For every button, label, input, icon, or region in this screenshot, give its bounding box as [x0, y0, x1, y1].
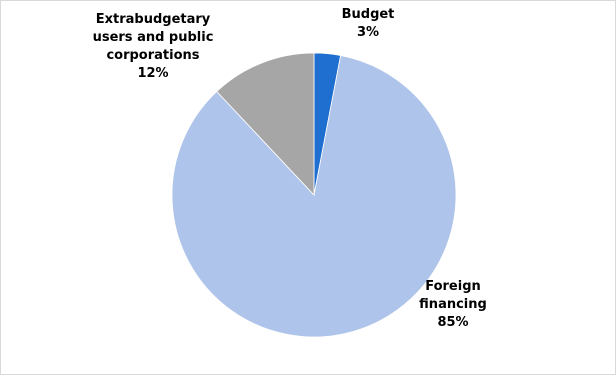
slice-name-line: Extrabudgetary: [96, 12, 211, 27]
slice-percent-label: 3%: [357, 25, 379, 40]
pie-labels: Budget 3% Foreign financing 85% Extrabudgetar…: [93, 7, 487, 330]
slice-name-line: corporations: [106, 48, 199, 63]
pie-slices: [171, 52, 457, 338]
slice-name-line: Budget: [342, 7, 395, 22]
slice-percent-label: 85%: [437, 315, 468, 330]
slice-percent-label: 12%: [137, 66, 168, 81]
slice-name-line: financing: [419, 297, 487, 312]
slice-label-1: Foreign financing 85%: [419, 279, 487, 330]
slice-label-0: Budget 3%: [342, 7, 395, 40]
slice-label-2: Extrabudgetary users and public corporatio…: [93, 12, 214, 81]
slice-name-line: users and public: [93, 30, 214, 45]
slice-name-line: Foreign: [425, 279, 481, 294]
pie-slice-2: [216, 52, 315, 197]
pie-slice-1: [171, 55, 457, 338]
